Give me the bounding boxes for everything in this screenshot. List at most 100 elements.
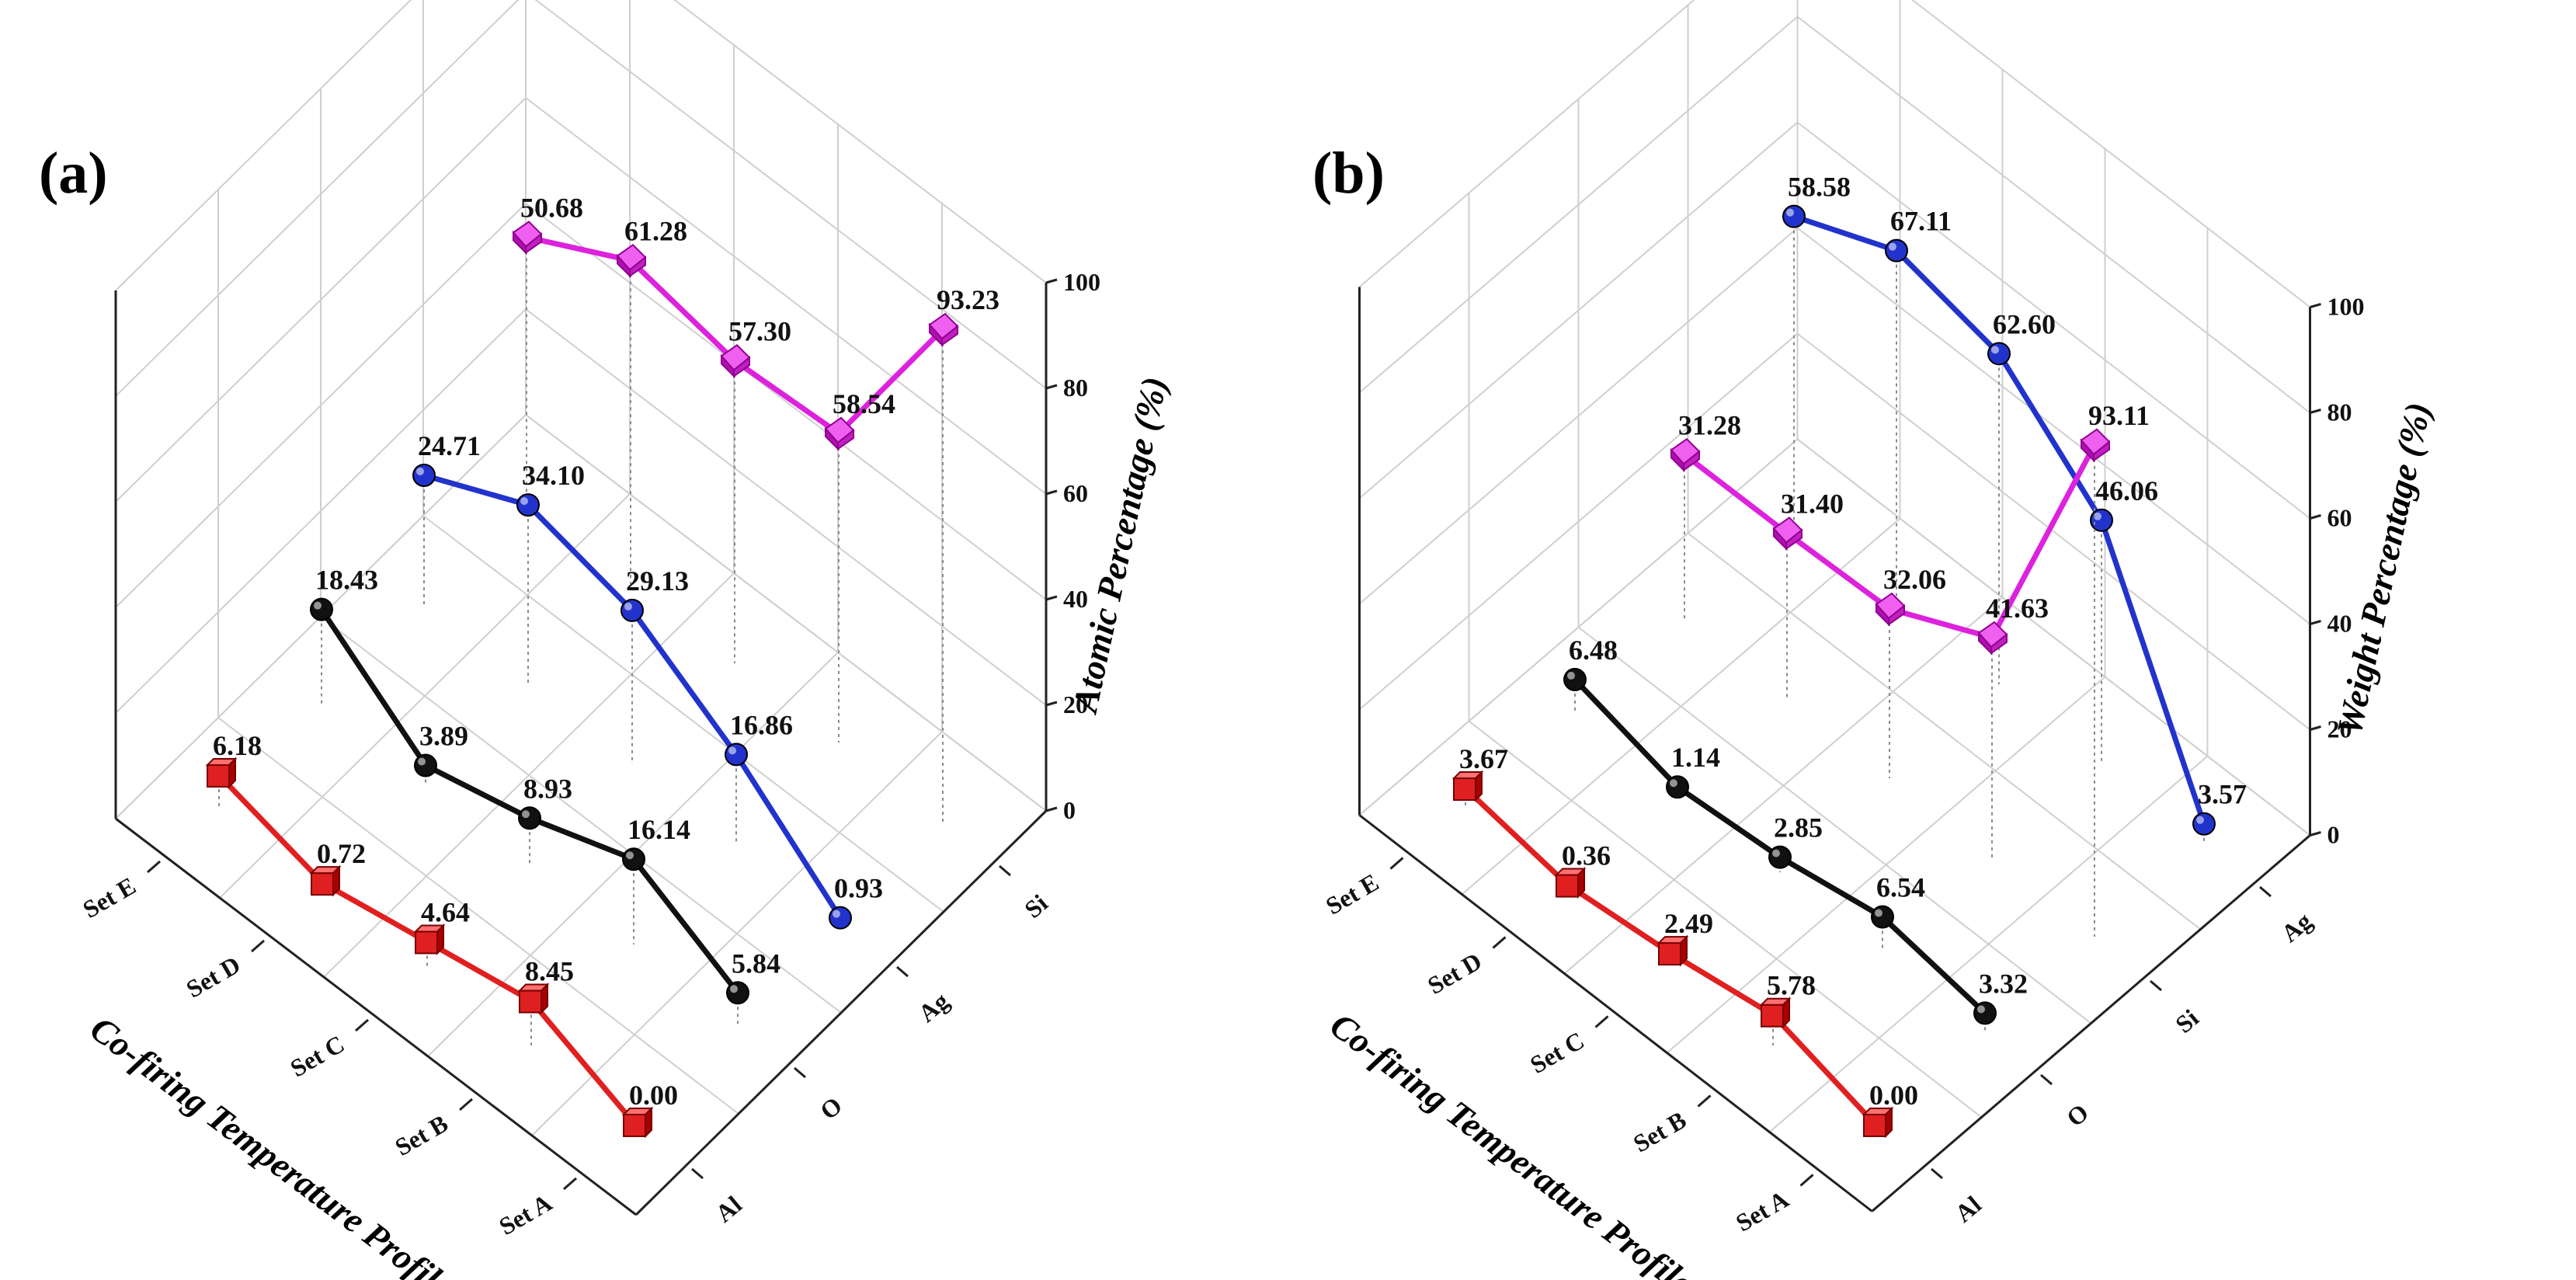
data-point-o [1666, 775, 1689, 799]
data-point-ag [1885, 238, 1908, 263]
z-tick-label: 100 [1063, 268, 1100, 296]
data-label: 1.14 [1671, 742, 1720, 773]
z-tick-label: 0 [1063, 796, 1076, 824]
data-point-ag [2090, 508, 2113, 532]
data-label: 2.85 [1774, 812, 1823, 843]
data-point-o [1768, 845, 1792, 869]
category-tick-label: Set B [390, 1109, 452, 1161]
data-label: 0.93 [834, 873, 883, 904]
data-label: 18.43 [315, 565, 378, 596]
data-label: 3.32 [1979, 968, 2028, 999]
category-tick-mark [355, 1018, 369, 1032]
data-label: 3.57 [2198, 779, 2247, 810]
z-tick-mark [1045, 595, 1058, 601]
element-tick-label: Ag [913, 986, 954, 1028]
data-label: 46.06 [2095, 475, 2158, 506]
data-point-o [726, 981, 749, 1005]
category-tick-label: Set A [1731, 1184, 1793, 1237]
data-point-si [512, 221, 543, 255]
data-point-ag [412, 463, 436, 487]
z-tick-label: 100 [2327, 293, 2365, 321]
data-point-al [413, 923, 446, 955]
category-tick-mark [459, 1097, 473, 1111]
data-label: 16.14 [627, 814, 690, 845]
grid [115, 0, 1047, 1216]
category-tick-label: Set A [494, 1188, 556, 1240]
data-label: 16.86 [730, 709, 793, 740]
z-tick-mark [1045, 701, 1058, 707]
element-tick-mark [691, 1167, 704, 1180]
data-point-ag [1987, 342, 2011, 366]
data-label: 24.71 [418, 430, 481, 461]
element-tick-mark [896, 965, 909, 978]
data-label: 93.11 [2088, 400, 2150, 431]
data-label: 0.00 [629, 1080, 678, 1111]
data-label: 6.18 [213, 730, 262, 761]
category-tick-label: Set C [1525, 1026, 1589, 1079]
data-point-al [205, 757, 238, 789]
data-label: 3.89 [419, 721, 468, 752]
data-point-o [622, 847, 645, 871]
data-point-al [1862, 1106, 1894, 1139]
series-ag: 0.93 16.86 29.13 34.10 24.71 [412, 430, 883, 930]
panel-label: (b) [1312, 141, 1385, 206]
element-tick-label: Si [2170, 1003, 2204, 1038]
data-label: 61.28 [624, 215, 687, 246]
element-tick-label: O [815, 1091, 847, 1125]
element-tick-label: O [2061, 1098, 2094, 1132]
data-label: 67.11 [1890, 206, 1952, 237]
data-point-si [824, 416, 855, 451]
series-o: 3.32 6.54 2.85 1.14 6.48 [1563, 635, 2028, 1031]
data-point-o [518, 806, 541, 830]
z-tick-mark [1045, 489, 1058, 496]
data-point-si [616, 243, 647, 278]
data-label: 5.78 [1767, 970, 1816, 1001]
element-tick-label: Al [1949, 1190, 1987, 1227]
series-si: 93.11 41.63 32.06 31.40 31.28 [1670, 400, 2150, 937]
data-point-si [1875, 592, 1906, 627]
data-label: 8.45 [525, 956, 574, 987]
panel-b: 0 20 40 60 80 100 Weight Percentage (%) Set A Se… [1312, 0, 2439, 1280]
data-label: 58.54 [833, 388, 895, 419]
data-label: 32.06 [1883, 564, 1946, 595]
data-point-o [1563, 667, 1587, 691]
category-tick-mark [1799, 1174, 1814, 1187]
data-point-o [1973, 1001, 1997, 1025]
category-tick-label: Set E [1321, 868, 1383, 920]
data-label: 3.67 [1459, 743, 1508, 774]
category-tick-label: Set B [1629, 1105, 1691, 1157]
data-label: 2.49 [1664, 908, 1713, 939]
series-o: 5.84 16.14 8.93 3.89 18.43 [310, 565, 780, 1024]
axes-frame [114, 278, 1058, 1216]
series-line-ag [1792, 214, 2207, 825]
grid [1358, 0, 2311, 1212]
element-tick-mark [794, 1066, 806, 1079]
element-tick-label: Ag [2275, 906, 2317, 948]
data-point-al [1656, 934, 1689, 967]
data-point-al [621, 1106, 654, 1139]
z-tick-label: 20 [1063, 690, 1088, 718]
z-tick-label: 60 [1063, 479, 1088, 507]
data-label: 29.13 [626, 565, 689, 597]
category-tick-mark [147, 860, 161, 874]
z-axis-title: Weight Percentage (%) [2329, 399, 2439, 739]
data-point-si [1772, 517, 1803, 551]
data-label: 93.23 [937, 284, 999, 315]
category-tick-mark [563, 1177, 577, 1191]
element-tick-mark [2259, 885, 2272, 898]
element-tick-label: Al [710, 1190, 747, 1227]
data-label: 0.36 [1562, 840, 1611, 871]
element-tick-label: Si [1019, 889, 1053, 923]
data-point-al [1451, 770, 1484, 802]
category-tick-mark [251, 939, 265, 953]
z-tick-mark [2310, 303, 2321, 308]
data-point-ag [621, 598, 644, 622]
z-tick-mark [2310, 831, 2321, 837]
series-si: 93.23 58.54 57.30 61.28 50.68 [512, 192, 999, 822]
data-point-al [1554, 867, 1587, 899]
data-point-si [1977, 621, 2008, 656]
data-label: 31.28 [1678, 409, 1741, 440]
series-al: 0.00 5.78 2.49 0.36 3.67 [1451, 743, 1918, 1139]
category-tick-label: Set D [182, 950, 245, 1003]
